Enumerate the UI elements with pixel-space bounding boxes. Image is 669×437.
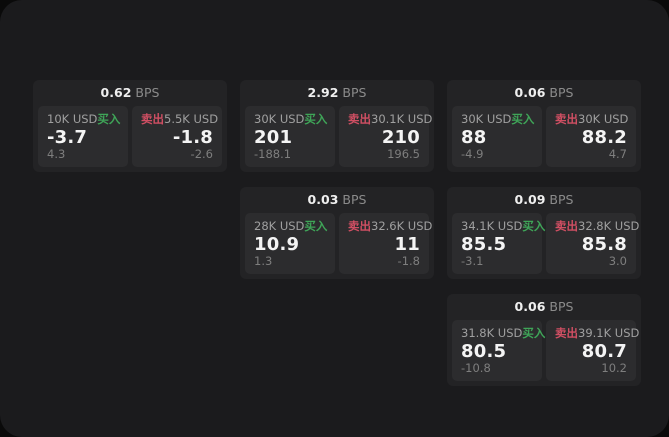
sell-price: 210 xyxy=(381,126,420,148)
spread-header: 0.62 BPS xyxy=(33,80,227,106)
spread-header: 2.92 BPS xyxy=(240,80,434,106)
buy-panel[interactable]: 34.1K USD 买入 85.5 -3.1 xyxy=(452,213,546,274)
buy-side-label: 买入 xyxy=(304,112,328,126)
buy-sub-value: 1.3 xyxy=(254,254,273,269)
sell-size-label: 32.6K USD xyxy=(371,219,433,233)
quote-body: 28K USD 买入 10.9 1.3 卖出 32.6K USD 11 -1.8 xyxy=(240,213,434,279)
buy-side-label: 买入 xyxy=(304,219,328,233)
spread-unit: BPS xyxy=(135,84,160,100)
sell-price: 88.2 xyxy=(581,126,627,148)
spread-value: 0.09 xyxy=(514,191,546,207)
buy-sub-value: -10.8 xyxy=(461,361,491,376)
buy-price: -3.7 xyxy=(47,126,88,148)
spread-header: 0.03 BPS xyxy=(240,187,434,213)
spread-value: 2.92 xyxy=(307,84,339,100)
buy-size-label: 34.1K USD xyxy=(461,219,523,233)
quote-card: 0.06 BPS 31.8K USD 买入 80.5 -10.8 卖出 39.1… xyxy=(447,294,641,386)
sell-side-label: 卖出 xyxy=(555,326,578,340)
buy-size-label: 10K USD xyxy=(47,112,98,126)
quote-body: 10K USD 买入 -3.7 4.3 卖出 5.5K USD -1.8 -2.… xyxy=(33,106,227,172)
sell-price: 80.7 xyxy=(581,340,627,362)
quote-card: 2.92 BPS 30K USD 买入 201 -188.1 卖出 30.1K … xyxy=(240,80,434,172)
buy-price: 80.5 xyxy=(461,340,507,362)
buy-price: 85.5 xyxy=(461,233,507,255)
quote-body: 30K USD 买入 88 -4.9 卖出 30K USD 88.2 4.7 xyxy=(447,106,641,172)
spread-value: 0.03 xyxy=(307,191,339,207)
sell-price: 85.8 xyxy=(581,233,627,255)
buy-panel[interactable]: 10K USD 买入 -3.7 4.3 xyxy=(38,106,128,167)
buy-size-label: 31.8K USD xyxy=(461,326,523,340)
buy-size-label: 30K USD xyxy=(461,112,512,126)
buy-panel[interactable]: 31.8K USD 买入 80.5 -10.8 xyxy=(452,320,546,381)
sell-panel[interactable]: 卖出 30.1K USD 210 196.5 xyxy=(339,106,433,167)
quote-body: 34.1K USD 买入 85.5 -3.1 卖出 32.8K USD 85.8… xyxy=(447,213,641,279)
sell-side-label: 卖出 xyxy=(348,112,371,126)
sell-side-label: 卖出 xyxy=(348,219,371,233)
buy-side-label: 买入 xyxy=(522,326,546,340)
sell-side-label: 卖出 xyxy=(141,112,164,126)
sell-sub-value: -1.8 xyxy=(397,254,420,269)
buy-price: 201 xyxy=(254,126,293,148)
buy-sub-value: -3.1 xyxy=(461,254,484,269)
sell-sub-value: 196.5 xyxy=(387,147,420,162)
buy-sub-value: 4.3 xyxy=(47,147,66,162)
sell-sub-value: 10.2 xyxy=(601,361,627,376)
spread-unit: BPS xyxy=(549,298,574,314)
spread-value: 0.06 xyxy=(514,84,546,100)
buy-price: 10.9 xyxy=(254,233,300,255)
sell-panel[interactable]: 卖出 32.8K USD 85.8 3.0 xyxy=(546,213,640,274)
buy-size-label: 28K USD xyxy=(254,219,305,233)
sell-side-label: 卖出 xyxy=(555,219,578,233)
spread-unit: BPS xyxy=(342,84,367,100)
quote-card: 0.06 BPS 30K USD 买入 88 -4.9 卖出 30K USD xyxy=(447,80,641,172)
sell-size-label: 30.1K USD xyxy=(371,112,433,126)
sell-sub-value: 3.0 xyxy=(608,254,627,269)
buy-sub-value: -4.9 xyxy=(461,147,484,162)
buy-panel[interactable]: 30K USD 买入 201 -188.1 xyxy=(245,106,335,167)
buy-side-label: 买入 xyxy=(522,219,546,233)
buy-price: 88 xyxy=(461,126,487,148)
sell-sub-value: 4.7 xyxy=(608,147,627,162)
spread-value: 0.06 xyxy=(514,298,546,314)
sell-panel[interactable]: 卖出 30K USD 88.2 4.7 xyxy=(546,106,636,167)
quote-body: 30K USD 买入 201 -188.1 卖出 30.1K USD 210 1… xyxy=(240,106,434,172)
spread-value: 0.62 xyxy=(100,84,132,100)
spread-unit: BPS xyxy=(342,191,367,207)
buy-panel[interactable]: 28K USD 买入 10.9 1.3 xyxy=(245,213,335,274)
quote-card: 0.09 BPS 34.1K USD 买入 85.5 -3.1 卖出 32.8K… xyxy=(447,187,641,279)
sell-price: 11 xyxy=(394,233,420,255)
buy-size-label: 30K USD xyxy=(254,112,305,126)
spread-header: 0.09 BPS xyxy=(447,187,641,213)
buy-sub-value: -188.1 xyxy=(254,147,292,162)
sell-size-label: 30K USD xyxy=(578,112,629,126)
quote-card-grid: 0.62 BPS 10K USD 买入 -3.7 4.3 卖出 5.5K USD xyxy=(33,80,641,386)
spread-header: 0.06 BPS xyxy=(447,294,641,320)
sell-size-label: 32.8K USD xyxy=(578,219,640,233)
spread-header: 0.06 BPS xyxy=(447,80,641,106)
sell-panel[interactable]: 卖出 32.6K USD 11 -1.8 xyxy=(339,213,433,274)
quote-card: 0.03 BPS 28K USD 买入 10.9 1.3 卖出 32.6K US… xyxy=(240,187,434,279)
sell-size-label: 39.1K USD xyxy=(578,326,640,340)
sell-panel[interactable]: 卖出 5.5K USD -1.8 -2.6 xyxy=(132,106,222,167)
buy-side-label: 买入 xyxy=(511,112,535,126)
buy-panel[interactable]: 30K USD 买入 88 -4.9 xyxy=(452,106,542,167)
spread-unit: BPS xyxy=(549,191,574,207)
quote-body: 31.8K USD 买入 80.5 -10.8 卖出 39.1K USD 80.… xyxy=(447,320,641,386)
quote-card: 0.62 BPS 10K USD 买入 -3.7 4.3 卖出 5.5K USD xyxy=(33,80,227,172)
sell-side-label: 卖出 xyxy=(555,112,578,126)
sell-size-label: 5.5K USD xyxy=(164,112,219,126)
buy-side-label: 买入 xyxy=(97,112,121,126)
sell-sub-value: -2.6 xyxy=(190,147,213,162)
sell-price: -1.8 xyxy=(172,126,213,148)
spread-unit: BPS xyxy=(549,84,574,100)
sell-panel[interactable]: 卖出 39.1K USD 80.7 10.2 xyxy=(546,320,640,381)
